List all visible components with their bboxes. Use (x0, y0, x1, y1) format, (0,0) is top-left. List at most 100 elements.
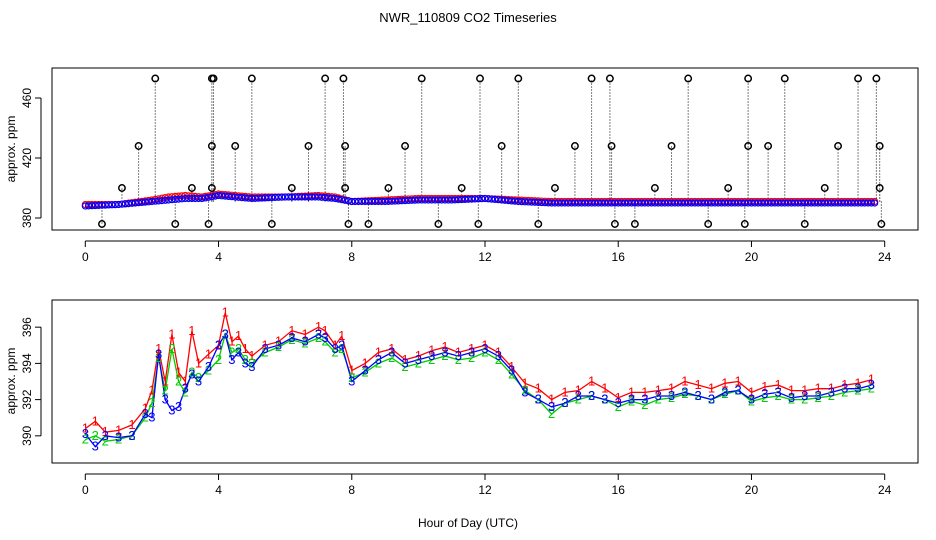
top-baseline-point-3 (767, 199, 776, 207)
top-baseline-point-3 (647, 199, 656, 207)
top-baseline-point-3 (864, 199, 872, 207)
top-baseline-point-3 (338, 196, 346, 204)
series-2-marker: 2 (348, 370, 355, 385)
series-1-marker: 1 (774, 377, 781, 392)
series-3-marker: 3 (495, 348, 502, 363)
top-baseline-point-3 (381, 197, 389, 206)
series-2-marker: 2 (428, 352, 435, 367)
top-baseline-point-3 (95, 201, 103, 209)
top-baseline-point-3 (351, 197, 359, 206)
top-baseline-point-3 (664, 199, 672, 207)
series-1-marker: 1 (521, 375, 528, 390)
top-baseline-point-3 (318, 193, 326, 201)
series-1-marker: 1 (205, 346, 212, 361)
top-baseline-point-3 (481, 194, 489, 203)
top-baseline-point-3 (151, 197, 159, 205)
series-2-marker: 2 (468, 350, 475, 365)
top-upper-point (287, 184, 296, 192)
top-baseline-point-3 (861, 199, 869, 207)
top-baseline-point-3 (841, 199, 849, 207)
top-baseline-point-3 (138, 198, 146, 206)
series-3-marker: 3 (575, 388, 582, 403)
top-baseline-point-3 (491, 195, 499, 203)
top-mid-point (341, 142, 350, 150)
top-y-axis-label: approx. ppm (4, 116, 18, 183)
series-3-marker: 3 (128, 428, 135, 443)
series-2-marker: 2 (788, 392, 795, 407)
top-baseline-point-3 (764, 199, 772, 207)
top-baseline-point-3 (504, 197, 512, 205)
top-baseline-point-3 (714, 199, 722, 207)
series-3-marker: 3 (102, 428, 109, 443)
series-2-marker: 2 (415, 355, 422, 370)
top-baseline-point-3 (857, 199, 865, 207)
series-2-marker: 2 (695, 388, 702, 403)
top-baseline-point-3 (81, 202, 89, 210)
series-3-marker: 3 (615, 395, 622, 410)
series-1-marker: 1 (248, 348, 255, 363)
series-2-marker: 2 (708, 392, 715, 407)
top-baseline-point-3 (854, 199, 862, 207)
top-baseline-point-3 (168, 196, 176, 204)
series-3-marker: 3 (868, 377, 875, 392)
series-3-marker: 3 (182, 381, 189, 396)
top-baseline-point-3 (511, 197, 519, 205)
top-baseline-point-3 (611, 199, 619, 207)
series-1-marker: 1 (695, 377, 702, 392)
top-baseline-point-3 (837, 199, 845, 207)
top-baseline-point-3 (278, 193, 286, 201)
series-3-marker: 3 (315, 326, 322, 341)
top-low-point (344, 220, 353, 228)
top-baseline-point-3 (158, 197, 166, 205)
top-baseline-point-3 (448, 196, 456, 204)
series-3-marker: 3 (521, 384, 528, 399)
series-1-marker: 1 (168, 326, 175, 341)
series-2-marker: 2 (262, 345, 269, 360)
series-3-marker: 3 (774, 384, 781, 399)
series-1-marker: 1 (175, 364, 182, 379)
series-3-marker: 3 (302, 334, 309, 349)
top-baseline-point-3 (727, 199, 736, 207)
series-1-marker: 1 (262, 337, 269, 352)
top-baseline-point-3 (184, 194, 193, 203)
series-1-marker: 1 (468, 341, 475, 356)
top-baseline-point-3 (348, 197, 356, 206)
top-baseline-point-3 (617, 199, 626, 207)
series-1-marker: 1 (854, 375, 861, 390)
top-mid-point (607, 142, 616, 150)
series-2-marker: 2 (455, 352, 462, 367)
top-baseline-point-3 (627, 199, 636, 207)
top-baseline-point-3 (817, 199, 826, 207)
series-1-marker: 1 (641, 384, 648, 399)
series-1-marker: 1 (195, 355, 202, 370)
series-3-marker: 3 (168, 402, 175, 417)
top-baseline-point-3 (704, 199, 712, 207)
top-baseline-point-3 (135, 199, 143, 207)
top-baseline-point-3 (811, 199, 819, 207)
top-high-point (247, 74, 256, 83)
top-baseline-point-3 (701, 199, 709, 207)
series-3-marker: 3 (142, 406, 149, 421)
top-baseline-point-3 (461, 195, 469, 203)
series-3-marker: 3 (175, 399, 182, 414)
top-baseline-point-3 (538, 198, 546, 207)
top-mid-point (667, 142, 676, 150)
series-2-marker: 2 (508, 366, 515, 381)
series-3-marker: 3 (235, 345, 242, 360)
series-1-marker: 1 (828, 381, 835, 396)
top-baseline-point-3 (548, 199, 556, 207)
series-2-marker: 2 (115, 431, 122, 446)
series-3-marker: 3 (82, 426, 89, 441)
series-2-marker: 2 (681, 386, 688, 401)
series-1-marker: 1 (481, 337, 488, 352)
series-3-marker: 3 (748, 392, 755, 407)
bottom-plot-frame (51, 299, 919, 464)
series-2-marker: 2 (441, 348, 448, 363)
top-baseline-point-3 (691, 199, 699, 207)
top-baseline-point-3 (211, 192, 219, 200)
series-2-marker: 2 (148, 395, 155, 410)
top-y-axis: 380 420 460 (20, 88, 42, 228)
top-baseline-point-3 (451, 196, 459, 204)
